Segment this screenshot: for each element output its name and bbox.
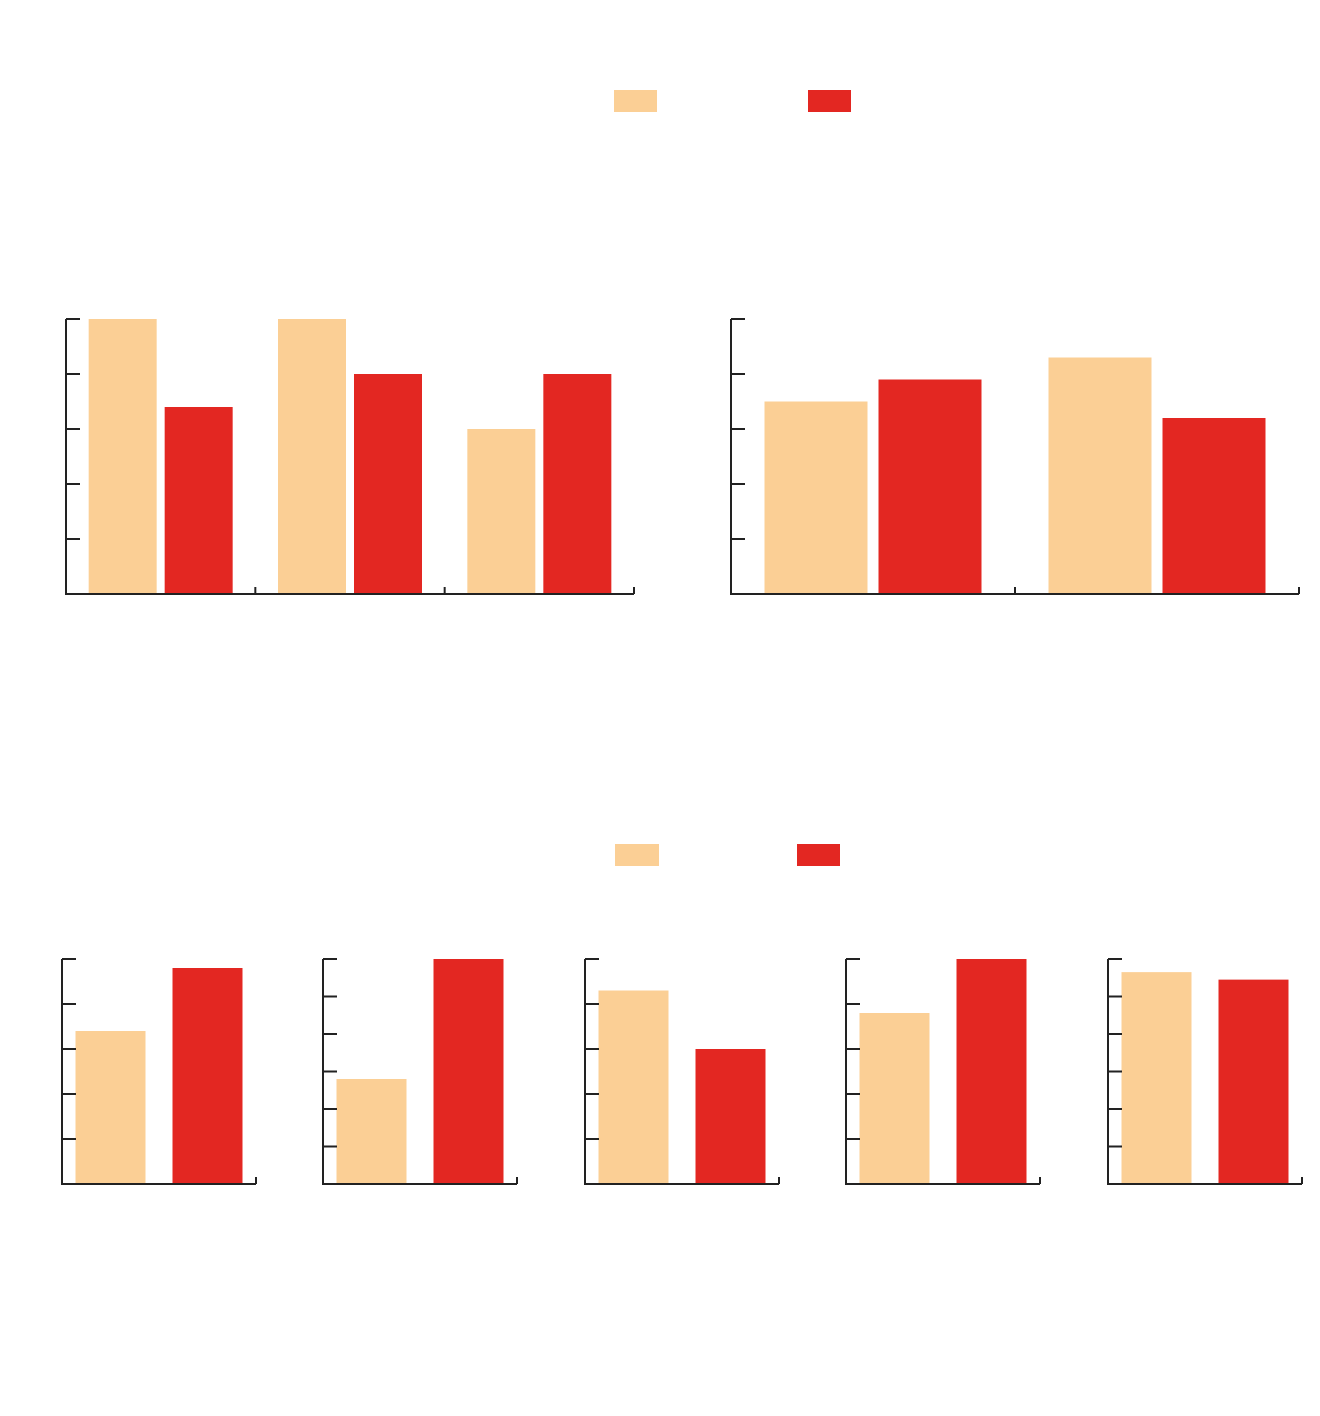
legend-swatch-series-b [797,844,840,866]
bar-series-a-group-2 [278,319,346,594]
bar-series-a-group-1 [598,990,669,1184]
bar-series-a-group-1 [75,1031,146,1184]
bar-series-b-group-1 [878,379,982,594]
chart-panel-4 [322,958,518,1185]
bar-series-b-group-1 [172,968,243,1184]
bar-series-a-group-1 [88,319,157,594]
bar-series-a-group-1 [1121,972,1192,1184]
legend-bottom [615,844,840,866]
bar-series-a-group-1 [336,1079,407,1184]
legend-swatch-series-a [614,90,657,112]
bar-series-b-group-1 [695,1049,766,1184]
chart-panel-5 [584,958,780,1185]
legend-top [614,90,851,112]
legend-swatch-series-b [808,90,851,112]
bar-series-a-group-3 [467,429,536,594]
bar-series-b-group-2 [1162,418,1266,594]
bar-series-b-group-1 [433,959,504,1184]
chart-panel-3 [61,958,257,1185]
chart-panel-1 [65,318,635,595]
bar-series-b-group-1 [1218,979,1289,1184]
bar-series-b-group-1 [956,959,1027,1184]
bar-series-a-group-2 [1048,357,1152,594]
bar-series-b-group-1 [164,407,233,594]
bar-series-b-group-3 [543,374,612,594]
bar-series-b-group-2 [354,374,422,594]
bar-series-a-group-1 [764,401,868,594]
chart-panel-2 [730,318,1300,595]
chart-panel-7 [1107,958,1303,1185]
chart-panel-6 [845,958,1041,1185]
bar-series-a-group-1 [859,1013,930,1184]
legend-swatch-series-a [615,844,659,866]
